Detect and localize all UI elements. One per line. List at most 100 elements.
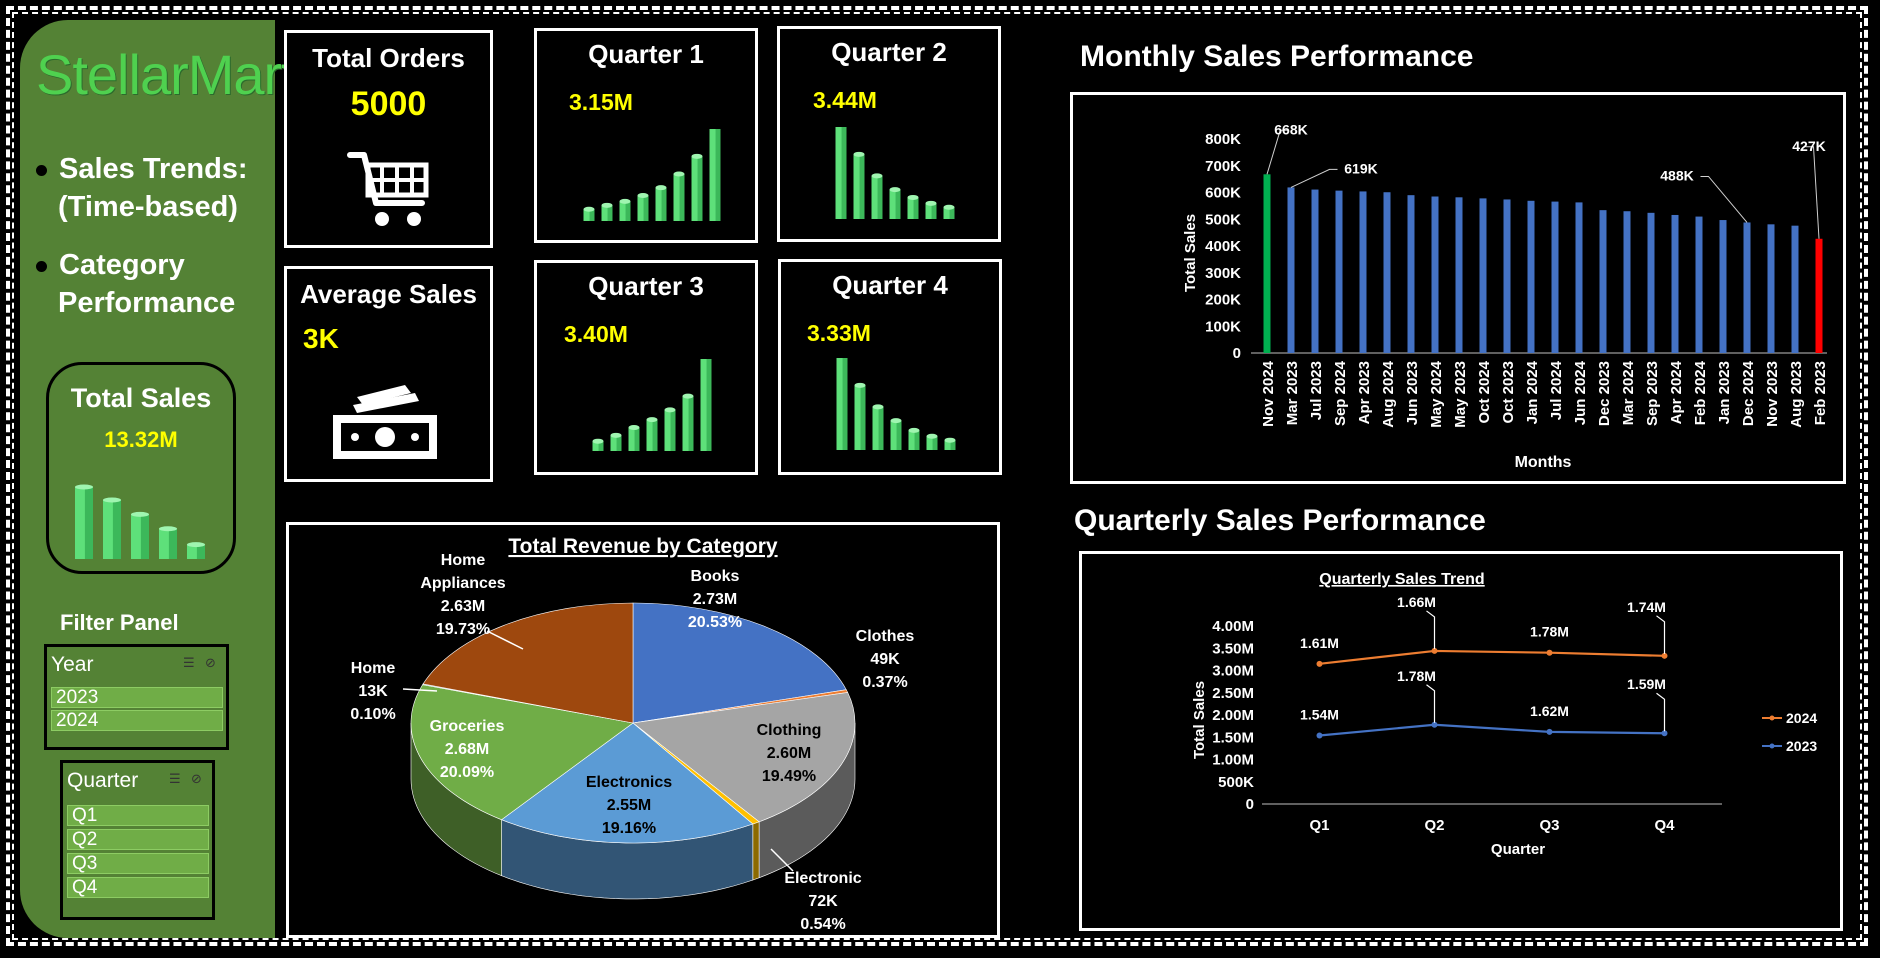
quarter-bar-front (889, 189, 901, 219)
quarter-bar-side (679, 173, 685, 221)
quarterly-ytick-label: 500K (1218, 774, 1254, 791)
year-item-2024[interactable]: 2024 (51, 710, 223, 731)
quarter-bar-top (583, 206, 595, 212)
quarter-bar-top (853, 151, 865, 157)
quarter-bar-front (646, 419, 658, 451)
quarter-3-value: 3.40M (564, 321, 628, 347)
monthly-leader-line (1700, 175, 1748, 223)
quarter-bar-side (652, 419, 658, 451)
quarterly-line-chart: Quarterly Sales Trend 0 500K 1.00M 1.50M 2.00… (1191, 571, 1817, 858)
nav-category-performance[interactable]: Category Performance (36, 246, 235, 322)
monthly-ytick-label: 600K (1205, 185, 1241, 202)
quarter-bar-side (859, 154, 865, 219)
total-sales-bar-top (131, 511, 149, 517)
quarter-bar (583, 206, 595, 221)
quarterly-ytick-label: 2.00M (1212, 707, 1254, 724)
monthly-bar (1383, 192, 1391, 353)
pie-label-value: 2.68M (445, 741, 489, 758)
quarter-bar (853, 151, 865, 219)
quarterly-data-label: 1.78M (1397, 668, 1436, 684)
quarter-bar-side (598, 441, 604, 451)
quarter-item-q3[interactable]: Q3 (67, 853, 209, 874)
quarter-item-q4[interactable]: Q4 (67, 877, 209, 898)
quarter-bar-side (878, 406, 884, 450)
quarter-bar-top (854, 382, 866, 388)
quarter-slicer-title: Quarter (67, 769, 139, 792)
monthly-bar (1311, 189, 1319, 353)
quarterly-ytick-label: 0 (1246, 796, 1254, 813)
quarter-bar-side (670, 409, 676, 451)
quarterly-legend-label: 2024 (1786, 710, 1817, 726)
monthly-xtick-label: May 2023 (1452, 361, 1469, 428)
quarter-bar (836, 358, 848, 450)
monthly-ytick-label: 300K (1205, 265, 1241, 282)
total-sales-bar (159, 526, 177, 559)
bullet-dot (36, 164, 47, 176)
quarterly-point (1546, 649, 1553, 656)
quarterly-data-label: 1.78M (1530, 624, 1569, 640)
quarter-bar (944, 437, 956, 450)
quarter-bar-front (619, 201, 631, 221)
monthly-bar (1287, 187, 1295, 353)
pie-label-pct: 20.53% (688, 614, 742, 631)
clear-filter-icon[interactable]: ⊘ (205, 655, 216, 670)
quarterly-point (1546, 728, 1553, 735)
monthly-bar (1527, 200, 1535, 353)
quarter-item-q2[interactable]: Q2 (67, 829, 209, 850)
monthly-xtick-label: Sep 2023 (1644, 361, 1661, 426)
monthly-xtick-label: Apr 2023 (1356, 361, 1373, 424)
quarterly-ytick-label: 3.00M (1212, 663, 1254, 680)
monthly-bar (1431, 196, 1439, 353)
monthly-ytick-label: 100K (1205, 318, 1241, 335)
quarter-bar-front (835, 127, 847, 219)
quarter-bar (889, 187, 901, 219)
monthly-xtick-label: Nov 2023 (1764, 361, 1781, 427)
quarter-bar-side (706, 359, 712, 451)
monthly-ytick-label: 500K (1205, 211, 1241, 228)
total-sales-bar-side (112, 499, 121, 559)
quarter-bar-side (950, 440, 956, 450)
clear-filter-icon[interactable]: ⊘ (191, 771, 202, 786)
quarterly-xtick-label: Q3 (1539, 817, 1559, 834)
quarter-bar-front (943, 207, 955, 219)
multi-select-icon[interactable]: ☰ (169, 771, 181, 786)
quarter-bar (890, 418, 902, 450)
monthly-xtick-label: Apr 2024 (1668, 360, 1685, 424)
quarter-bar-side (932, 436, 938, 450)
pie-label-pct: 0.10% (350, 706, 395, 723)
total-orders-title: Total Orders (312, 43, 465, 73)
quarter-bar-top (890, 418, 902, 424)
monthly-bar (1335, 190, 1343, 353)
quarter-item-q1[interactable]: Q1 (67, 805, 209, 826)
quarter-bar (646, 417, 658, 451)
monthly-xtick-label: Oct 2023 (1500, 361, 1517, 424)
quarter-1-value: 3.15M (569, 89, 633, 115)
quarter-bar-front (655, 187, 667, 221)
monthly-bar (1671, 214, 1679, 353)
monthly-bar (1407, 195, 1415, 353)
total-sales-bar-side (140, 514, 149, 559)
quarter-bar (691, 153, 703, 221)
quarter-bar (592, 438, 604, 451)
quarter-bar-front (700, 359, 712, 451)
quarter-bar-side (634, 427, 640, 451)
quarter-bar-top (871, 173, 883, 179)
monthly-bar (1599, 210, 1607, 353)
quarter-bar-front (673, 173, 685, 221)
quarterly-point (1316, 732, 1323, 739)
multi-select-icon[interactable]: ☰ (183, 655, 195, 670)
pie-slice-groceries (410, 684, 634, 821)
quarterly-legend-marker (1769, 715, 1775, 721)
quarter-bar-side (643, 195, 649, 221)
year-item-2023[interactable]: 2023 (51, 687, 223, 708)
total-sales-bar-side (84, 487, 93, 559)
quarter-1-title: Quarter 1 (588, 39, 704, 69)
quarterly-legend-label: 2023 (1786, 738, 1817, 754)
quarter-bar-top (610, 432, 622, 438)
monthly-data-label: 427K (1792, 138, 1825, 154)
monthly-xtick-label: Jun 2023 (1404, 361, 1421, 425)
shopping-cart-icon (347, 152, 429, 226)
nav-sales-trends[interactable]: Sales Trends: (Time-based) (36, 150, 248, 226)
total-sales-sparkbars (75, 484, 205, 559)
quarter-4-sparkbars (836, 358, 956, 450)
